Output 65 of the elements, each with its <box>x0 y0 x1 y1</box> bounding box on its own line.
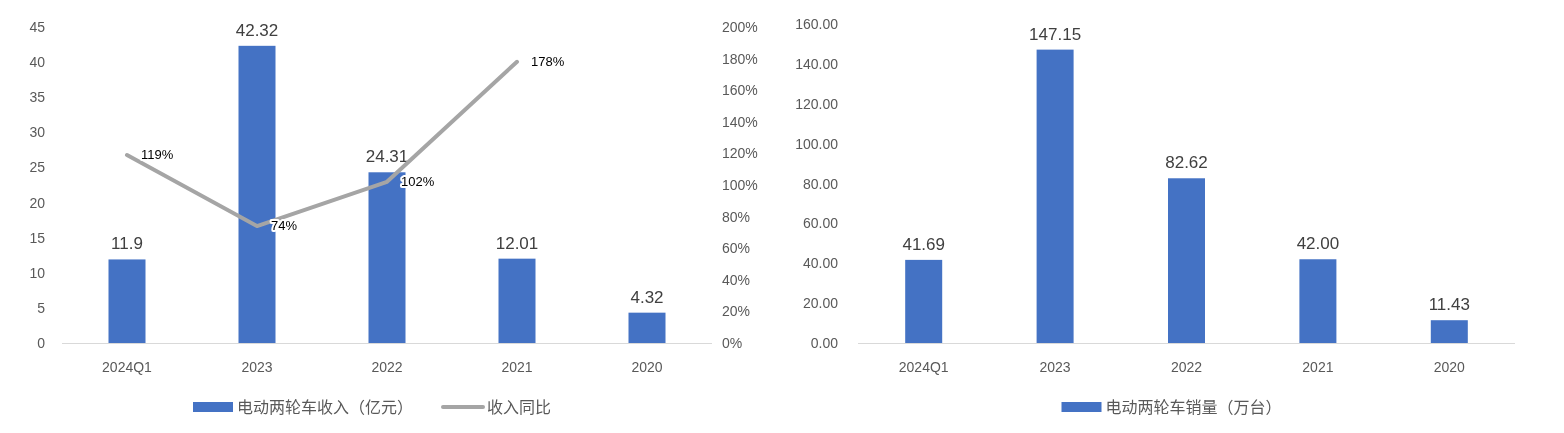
y-tick-label: 0 <box>37 335 46 351</box>
y-tick-label: 100.00 <box>795 135 839 152</box>
x-tick-label: 2020 <box>1433 359 1466 375</box>
y-tick-label: 20 <box>29 194 46 211</box>
y-tick-label: 120.00 <box>795 95 839 112</box>
data-label: 41.69 <box>902 234 945 254</box>
y2-tick-label: 140% <box>722 113 758 130</box>
bar <box>108 259 146 343</box>
data-label: 82.62 <box>1165 153 1208 173</box>
bar <box>498 258 536 343</box>
x-tick-label: 2021 <box>501 359 533 375</box>
bar <box>1036 49 1074 343</box>
y-tick-label: 5 <box>37 299 46 316</box>
y2-tick-label: 160% <box>722 82 758 99</box>
data-label: 147.15 <box>1029 24 1082 44</box>
y-tick-label: 60.00 <box>802 215 839 232</box>
legend-label: 电动两轮车收入（亿元） <box>237 394 414 418</box>
y-tick-label: 160.00 <box>795 16 839 32</box>
y-tick-label: 0.00 <box>810 335 839 351</box>
data-label: 24.31 <box>365 147 409 167</box>
legend-label: 收入同比 <box>487 394 552 418</box>
y2-tick-label: 200% <box>722 19 758 35</box>
legend-label: 电动两轮车销量（万台） <box>1105 394 1282 418</box>
y-tick-label: 45 <box>29 19 46 35</box>
data-label: 42.32 <box>235 20 279 40</box>
y2-tick-label: 20% <box>722 303 751 320</box>
bar <box>1430 320 1468 343</box>
data-label: 119% <box>141 146 174 162</box>
y2-tick-label: 100% <box>722 177 758 193</box>
x-tick-label: 2023 <box>241 359 273 375</box>
x-tick-label: 2021 <box>1302 359 1334 375</box>
legend: 电动两轮车销量（万台） <box>1061 394 1282 418</box>
bar <box>628 312 666 343</box>
data-label: 12.01 <box>495 233 539 253</box>
y2-tick-label: 40% <box>722 271 751 288</box>
y-tick-label: 20.00 <box>802 295 839 312</box>
bar <box>1168 178 1205 343</box>
bar <box>1299 259 1337 343</box>
y2-tick-label: 0% <box>722 335 743 351</box>
x-tick-label: 2024Q1 <box>102 359 153 375</box>
y-tick-label: 80.00 <box>802 175 839 192</box>
y-tick-label: 35 <box>29 89 46 106</box>
x-tick-label: 2022 <box>371 359 403 375</box>
y-tick-label: 40.00 <box>802 255 839 272</box>
data-label: 42.00 <box>1296 234 1340 254</box>
line-series <box>125 59 519 229</box>
y-tick-label: 30 <box>29 124 46 141</box>
data-label: 11.43 <box>1428 295 1470 315</box>
y2-tick-label: 80% <box>722 208 751 225</box>
bar <box>905 259 943 343</box>
data-label: 178% <box>531 53 565 69</box>
y2-tick-label: 60% <box>722 240 751 257</box>
y-tick-label: 140.00 <box>795 55 839 72</box>
y-tick-label: 25 <box>29 159 46 176</box>
data-label: 4.32 <box>630 287 664 307</box>
y-tick-label: 10 <box>29 264 46 281</box>
x-tick-label: 2024Q1 <box>898 359 949 375</box>
y2-tick-label: 120% <box>722 145 758 162</box>
x-tick-label: 2020 <box>631 359 663 375</box>
x-tick-label: 2022 <box>1170 359 1203 375</box>
y-tick-label: 40 <box>29 54 46 71</box>
x-tick-label: 2023 <box>1039 359 1071 375</box>
y2-tick-label: 180% <box>722 50 758 67</box>
data-label: 11.9 <box>111 234 143 254</box>
y-tick-label: 15 <box>29 229 46 246</box>
